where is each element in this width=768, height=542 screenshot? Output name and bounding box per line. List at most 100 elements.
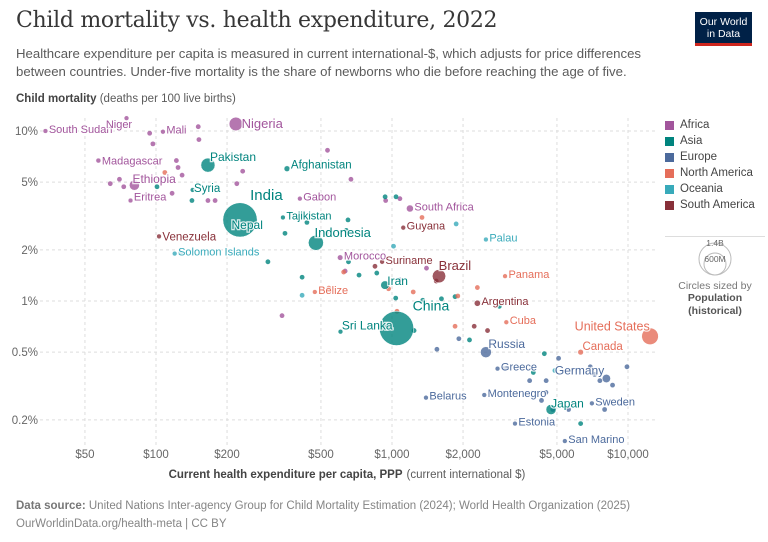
point-label: South Africa [414, 202, 474, 214]
data-point [397, 277, 403, 283]
legend-label: Europe [680, 151, 718, 163]
data-point [592, 372, 598, 377]
legend-label: North America [680, 167, 753, 179]
data-point [178, 250, 183, 256]
data-point [485, 328, 490, 333]
point-label: Eritrea [134, 192, 167, 204]
data-point [474, 285, 480, 290]
data-point [452, 323, 458, 329]
data-point-russia [480, 346, 492, 358]
size-variable-2: (historical) [688, 305, 742, 317]
data-point [552, 368, 558, 373]
y-tick-label: 1% [21, 296, 38, 308]
data-point [240, 168, 246, 174]
data-point [179, 172, 185, 178]
data-point [602, 407, 608, 412]
legend-item-south-america[interactable]: South America [665, 197, 755, 213]
point-label: India [250, 187, 283, 204]
legend-label: South America [680, 199, 755, 211]
data-point [410, 289, 416, 295]
legend-item-asia[interactable]: Asia [665, 133, 755, 149]
data-point [391, 243, 396, 249]
data-point [346, 259, 351, 265]
data-point-syria [190, 187, 196, 193]
data-point [107, 181, 113, 187]
point-label: China [413, 297, 450, 313]
legend-swatch [665, 184, 674, 194]
data-point-china [379, 310, 414, 346]
data-point [175, 165, 181, 170]
point-label: United States [575, 319, 650, 333]
data-point-madagascar [95, 157, 102, 164]
data-point [527, 378, 533, 384]
point-label: Estonia [518, 417, 556, 429]
data-point [539, 398, 544, 403]
point-label: Ethiopia [132, 172, 176, 186]
size-legend-circles: 1.4B 600M [698, 238, 732, 276]
data-point [343, 228, 349, 233]
y-tick-label: 0.5% [12, 347, 38, 359]
point-label: Belize [318, 285, 348, 297]
x-tick-label: $1,000 [374, 449, 409, 461]
point-label: Iran [387, 274, 408, 288]
data-point-estonia [512, 420, 518, 427]
data-point [424, 265, 429, 271]
legend-swatch [665, 200, 674, 210]
y-axis-label-bold: Child mortality [16, 93, 97, 105]
data-point [299, 292, 305, 298]
data-point-suriname [379, 259, 385, 265]
data-point [471, 323, 477, 329]
data-point-pakistan [200, 157, 216, 173]
data-point-nepal [237, 222, 243, 228]
data-point [323, 230, 329, 236]
legend-item-north-america[interactable]: North America [665, 165, 755, 181]
data-point [566, 407, 571, 412]
x-tick-label: $50 [75, 449, 94, 461]
data-point [624, 364, 630, 370]
point-label: Sweden [595, 396, 635, 408]
data-point [117, 176, 122, 182]
legend-item-africa[interactable]: Africa [665, 117, 755, 133]
x-tick-label: $100 [143, 449, 169, 461]
data-point [341, 269, 347, 275]
point-label: Nigeria [242, 116, 284, 131]
point-label: Niger [106, 119, 133, 131]
data-point [578, 421, 584, 427]
legend-swatch [665, 152, 674, 162]
legend-swatch [665, 136, 674, 146]
data-point [502, 366, 508, 372]
data-point-canada [577, 349, 584, 356]
data-point [453, 221, 459, 227]
data-point [467, 337, 472, 343]
data-point [420, 297, 426, 303]
logo-line-1: Our World [699, 16, 748, 28]
data-point-solomon-islands [172, 250, 178, 257]
data-point-sri-lanka [337, 329, 344, 335]
legend-item-oceania[interactable]: Oceania [665, 181, 755, 197]
chart-title: Child mortality vs. health expenditure, … [16, 8, 498, 33]
data-point-montenegro [481, 392, 487, 398]
data-point [597, 378, 603, 384]
data-point [154, 184, 160, 190]
point-label: San Marino [568, 434, 624, 446]
data-point [212, 198, 218, 203]
data-point-mali [160, 129, 166, 135]
data-point [382, 194, 388, 200]
data-point [393, 194, 399, 200]
data-point [393, 295, 399, 301]
legend-item-europe[interactable]: Europe [665, 149, 755, 165]
x-axis-label-bold: Current health expenditure per capita, P… [169, 469, 403, 481]
data-point [439, 296, 444, 302]
data-point-guyana [400, 225, 406, 231]
data-point-afghanistan [283, 165, 291, 172]
data-point [189, 198, 195, 203]
y-tick-label: 0.2% [12, 415, 38, 427]
source-url[interactable]: OurWorldinData.org/health-meta | CC BY [16, 518, 227, 530]
data-point [304, 219, 310, 225]
data-point [326, 285, 332, 291]
data-point [374, 270, 380, 276]
owid-logo[interactable]: Our World in Data [695, 12, 752, 46]
data-point [543, 389, 549, 395]
point-label: Canada [582, 341, 623, 353]
point-label: Japan [551, 397, 584, 411]
